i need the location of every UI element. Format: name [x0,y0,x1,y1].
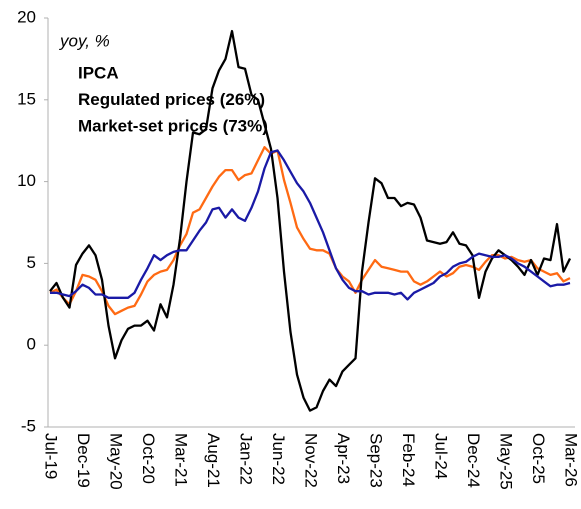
x-tick-label: Dec-24 [464,433,483,488]
x-tick-label: Feb-24 [399,433,418,487]
x-tick-label: Oct-25 [529,433,548,484]
legend-label: Regulated prices (26%) [78,90,265,109]
y-tick-label: 0 [27,335,36,354]
x-tick-label: Jul-19 [42,433,61,479]
y-tick-label: 20 [17,7,36,26]
x-tick-label: Sep-23 [367,433,386,488]
series-line [50,149,571,301]
x-tick-label: Jun-22 [269,433,288,485]
x-tick-label: Dec-19 [74,433,93,488]
y-tick-label: 10 [17,171,36,190]
x-tick-label: May-20 [107,433,126,490]
x-tick-label: Mar-21 [172,433,191,487]
series-line [49,29,572,412]
legend-label: Market-set prices (73%) [78,116,268,135]
x-tick-label: Apr-23 [334,433,353,484]
y-tick-label: -5 [21,416,36,435]
x-tick-label: Nov-22 [302,433,321,488]
x-tick-label: Aug-21 [204,433,223,488]
x-tick-label: Oct-20 [139,433,158,484]
x-tick-label: Jan-22 [237,433,256,485]
x-tick-label: Jul-24 [432,433,451,479]
series-line [49,146,571,316]
y-tick-label: 5 [27,253,36,272]
x-tick-label: May-25 [497,433,516,490]
subtitle: yoy, % [59,31,110,50]
y-tick-label: 15 [17,89,36,108]
legend-label: IPCA [78,63,119,82]
x-tick-label: Mar-26 [562,433,581,487]
